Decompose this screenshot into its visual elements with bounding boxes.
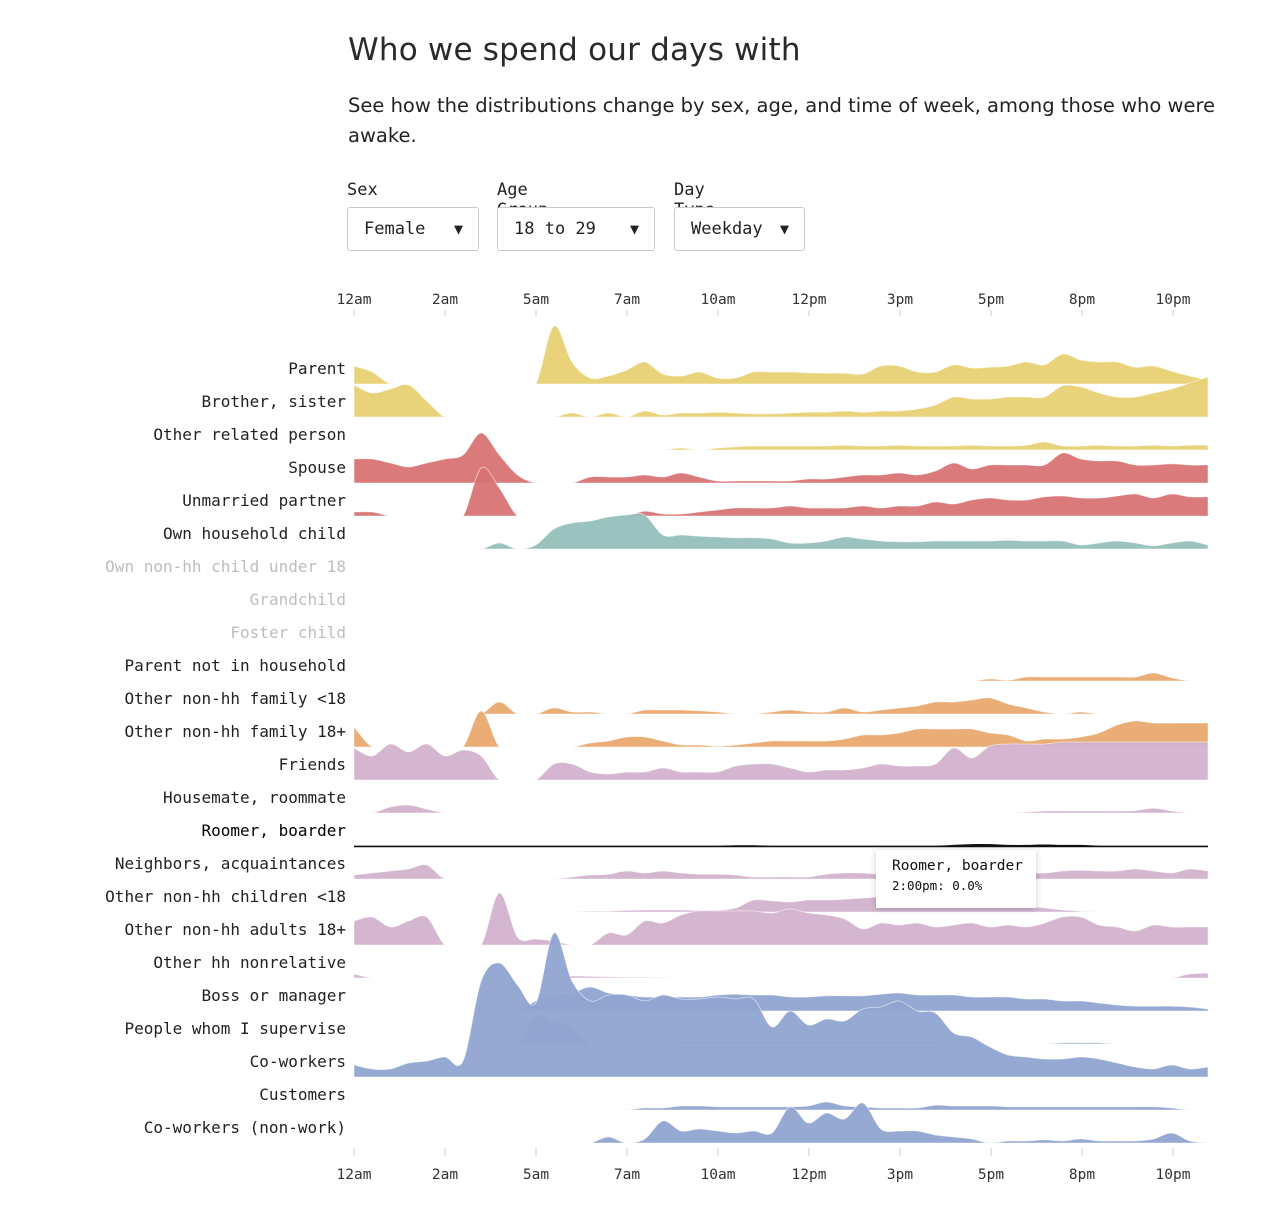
x-axis-bottom-tick-label: 12pm — [792, 1167, 827, 1183]
row-label-own-household-child[interactable]: Own household child — [163, 524, 346, 543]
row-label-grandchild[interactable]: Grandchild — [250, 590, 346, 609]
ridges — [353, 325, 1209, 1144]
x-axis-bottom-tick-label: 5am — [523, 1167, 549, 1183]
row-label-neighbors-acquaintances[interactable]: Neighbors, acquaintances — [115, 854, 346, 873]
x-axis-top-tick-label: 3pm — [887, 292, 913, 308]
row-label-brother-sister[interactable]: Brother, sister — [202, 392, 347, 411]
chevron-down-icon: ▼ — [453, 220, 463, 238]
row-label-own-non-hh-child-under-18[interactable]: Own non-hh child under 18 — [105, 557, 346, 576]
row-label-people-whom-i-supervise[interactable]: People whom I supervise — [124, 1019, 346, 1038]
ridge-other-non-hh-family-18[interactable] — [354, 697, 1208, 715]
x-axis-bottom-tick-label: 12am — [337, 1167, 372, 1183]
page-title: Who we spend our days with — [348, 32, 801, 68]
x-axis-top-tick-label: 5am — [523, 292, 549, 308]
x-axis-top-tick-label: 12am — [337, 292, 372, 308]
ridge-brother-sister[interactable] — [353, 376, 1209, 418]
x-axis-bottom-tick-label: 5pm — [978, 1167, 1004, 1183]
row-label-other-related-person[interactable]: Other related person — [153, 425, 346, 444]
ridge-parent-not-in-household[interactable] — [354, 672, 1208, 682]
row-label-co-workers-non-work[interactable]: Co-workers (non-work) — [144, 1118, 346, 1137]
row-label-other-non-hh-adults-18[interactable]: Other non-hh adults 18+ — [124, 920, 346, 939]
ridge-other-related-person[interactable] — [354, 441, 1209, 451]
age-group-label: Age Group — [497, 180, 548, 220]
row-label-foster-child[interactable]: Foster child — [230, 623, 346, 642]
x-axis-top-tick-label: 5pm — [978, 292, 1004, 308]
chevron-down-icon: ▼ — [629, 220, 639, 238]
row-label-customers[interactable]: Customers — [259, 1085, 346, 1104]
ridge-other-non-hh-children-18[interactable] — [353, 894, 1208, 913]
tooltip-value: 2:00pm: 0.0% — [892, 878, 983, 893]
day-type-control: Day Type Weekday ▼ — [674, 180, 805, 251]
row-label-unmarried-partner[interactable]: Unmarried partner — [182, 491, 346, 510]
ridge-other-non-hh-family-18[interactable] — [353, 710, 1209, 748]
x-axis-bottom-tick-label: 10am — [701, 1167, 736, 1183]
ridge-parent[interactable] — [353, 325, 1209, 385]
tooltip-title: Roomer, boarder — [892, 858, 1023, 874]
x-axis-bottom-tick-label: 7am — [614, 1167, 640, 1183]
ridge-spouse[interactable] — [353, 432, 1209, 484]
ridge-housemate-roommate[interactable] — [354, 804, 1208, 814]
age-group-control: Age Group 18 to 29 ▼ — [497, 180, 655, 251]
x-axis-bottom-tick-label: 10pm — [1156, 1167, 1191, 1183]
ridge-other-hh-nonrelative[interactable] — [353, 972, 1209, 979]
chevron-down-icon: ▼ — [779, 220, 789, 238]
row-label-boss-or-manager[interactable]: Boss or manager — [202, 986, 347, 1005]
ridge-co-workers-non-work[interactable] — [354, 1102, 1209, 1144]
age-group-select-value: 18 to 29 — [514, 219, 596, 239]
row-label-co-workers[interactable]: Co-workers — [250, 1052, 346, 1071]
sex-select[interactable]: Female ▼ — [347, 207, 479, 251]
x-axis-bottom-tick-label: 2am — [432, 1167, 458, 1183]
sex-control: Sex Female ▼ — [347, 180, 479, 251]
sex-select-value: Female — [364, 219, 426, 239]
tooltip: Roomer, boarder 2:00pm: 0.0% — [876, 850, 1036, 908]
x-axis-bottom-tick-label: 3pm — [887, 1167, 913, 1183]
age-group-select[interactable]: 18 to 29 ▼ — [497, 207, 655, 251]
page-subtitle: See how the distributions change by sex,… — [348, 94, 1216, 147]
sex-label: Sex — [347, 180, 378, 200]
x-axis-top-tick-label: 10pm — [1156, 292, 1191, 308]
x-axis-top-tick-label: 8pm — [1069, 292, 1095, 308]
x-axis-bottom-tick-label: 8pm — [1069, 1167, 1095, 1183]
row-label-spouse[interactable]: Spouse — [288, 458, 346, 477]
x-axis-top-tick-label: 2am — [432, 292, 458, 308]
day-type-label: Day Type — [674, 180, 715, 220]
ridge-customers[interactable] — [354, 1101, 1208, 1111]
x-axis-top-tick-label: 7am — [614, 292, 640, 308]
x-axis-bottom: 12am 2am 5am 7am 10am 12pm 3pm 5pm 8pm 10pm — [337, 1148, 1191, 1183]
x-axis-top-tick-label: 12pm — [792, 292, 827, 308]
ridge-own-household-child[interactable] — [354, 513, 1209, 550]
ridge-unmarried-partner[interactable] — [353, 466, 1209, 517]
row-labels: Parent Brother, sister Other related perso… — [105, 359, 346, 1137]
x-axis-top-tick-label: 10am — [701, 292, 736, 308]
ridgeline-chart: 12am 2am 5am 7am 10am 12pm 3pm 5pm 8pm 10pm Paren… — [105, 292, 1209, 1183]
row-label-other-non-hh-children-18[interactable]: Other non-hh children <18 — [105, 887, 346, 906]
row-label-roomer-boarder[interactable]: Roomer, boarder — [202, 821, 347, 840]
ridge-neighbors-acquaintances[interactable] — [353, 864, 1209, 880]
row-label-other-hh-nonrelative[interactable]: Other hh nonrelative — [153, 953, 346, 972]
row-label-parent-not-in-household[interactable]: Parent not in household — [124, 656, 346, 675]
ridge-other-non-hh-adults-18[interactable] — [353, 892, 1209, 946]
row-label-friends[interactable]: Friends — [279, 755, 346, 774]
row-label-other-non-hh-family-18[interactable]: Other non-hh family 18+ — [124, 722, 346, 741]
ridge-co-workers[interactable] — [353, 932, 1209, 1078]
ridge-friends[interactable] — [353, 741, 1209, 781]
day-type-select-value: Weekday — [691, 219, 763, 239]
row-label-other-non-hh-family-18[interactable]: Other non-hh family <18 — [124, 689, 346, 708]
x-axis-top: 12am 2am 5am 7am 10am 12pm 3pm 5pm 8pm 10pm — [337, 292, 1191, 316]
row-label-parent[interactable]: Parent — [288, 359, 346, 378]
day-type-select[interactable]: Weekday ▼ — [674, 207, 805, 251]
row-label-housemate-roommate[interactable]: Housemate, roommate — [163, 788, 346, 807]
ridge-roomer-boarder[interactable] — [353, 844, 1208, 847]
